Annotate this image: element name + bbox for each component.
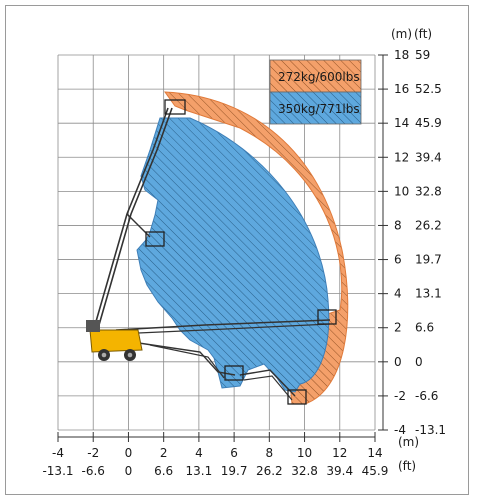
x-tick-label-ft: -13.1: [42, 464, 73, 478]
y-tick-label-ft: 19.7: [415, 253, 442, 267]
y-tick-label-m: 4: [394, 287, 402, 301]
y-tick-label-m: 10: [394, 184, 409, 198]
y-tick-label-ft: 45.9: [415, 116, 442, 130]
y-tick-label-ft: 13.1: [415, 287, 442, 301]
y-tick-label-m: 2: [394, 321, 402, 335]
x-tick-label-ft: 26.2: [256, 464, 283, 478]
y-tick-label-ft: 59: [415, 48, 430, 62]
x-tick-label-ft: 0: [125, 464, 133, 478]
y-tick-label-ft: 52.5: [415, 82, 442, 96]
legend-swatch-272kg: [269, 59, 362, 93]
x-tick-label-ft: -6.6: [82, 464, 105, 478]
x-tick-label-m: 14: [367, 446, 382, 460]
x-tick-label-ft: 13.1: [186, 464, 213, 478]
x-tick-label-m: 4: [195, 446, 203, 460]
y-tick-label-ft: 32.8: [415, 184, 442, 198]
x-tick-label-m: 0: [125, 446, 133, 460]
x-tick-label-m: -2: [87, 446, 99, 460]
y-tick-label-ft: 39.4: [415, 150, 442, 164]
y-tick-label-m: 12: [394, 150, 409, 164]
x-tick-label-m: -4: [52, 446, 64, 460]
x-tick-label-m: 6: [230, 446, 238, 460]
inner-envelope-350kg: [136, 117, 330, 393]
outer-envelope-272kg: [163, 91, 349, 405]
y-unit-m: (m): [391, 27, 412, 41]
x-tick-label-ft: 32.8: [291, 464, 318, 478]
x-tick-label-ft: 19.7: [221, 464, 248, 478]
y-tick-label-ft: -6.6: [415, 389, 438, 403]
legend-label-350kg: 350kg/771lbs: [278, 102, 360, 116]
y-tick-label-m: 0: [394, 355, 402, 369]
x-unit-m: (m): [398, 435, 419, 449]
y-tick-label-ft: 0: [415, 355, 423, 369]
legend-label-272kg: 272kg/600lbs: [278, 70, 360, 84]
y-tick-label-m: -4: [394, 423, 406, 437]
x-tick-label-m: 8: [266, 446, 274, 460]
y-tick-label-m: 8: [394, 218, 402, 232]
x-tick-label-ft: 45.9: [362, 464, 389, 478]
x-tick-label-m: 10: [297, 446, 312, 460]
x-tick-label-ft: 6.6: [154, 464, 173, 478]
y-tick-label-m: 18: [394, 48, 409, 62]
x-tick-label-m: 2: [160, 446, 168, 460]
x-tick-label-m: 12: [332, 446, 347, 460]
platform-baskets: [145, 99, 337, 405]
y-tick-label-m: 16: [394, 82, 409, 96]
x-unit-ft: (ft): [398, 459, 416, 473]
y-tick-label-ft: 26.2: [415, 218, 442, 232]
legend-swatch-350kg: [269, 91, 362, 125]
y-tick-label-ft: 6.6: [415, 321, 434, 335]
boom-lift-illustration: [94, 107, 331, 401]
y-tick-label-m: 6: [394, 253, 402, 267]
x-axis: (m) (ft) -4 -13.1 -2 -6.6 0 0 2 6.6 4 13.1 6 19.7 8 2…: [42, 432, 419, 478]
machine-chassis: [86, 320, 143, 361]
y-tick-label-m: -2: [394, 389, 406, 403]
y-tick-label-m: 14: [394, 116, 409, 130]
legend: 272kg/600lbs 350kg/771lbs: [269, 59, 362, 125]
y-tick-label-ft: -13.1: [415, 423, 446, 437]
y-unit-ft: (ft): [414, 27, 432, 41]
x-tick-label-ft: 39.4: [326, 464, 353, 478]
